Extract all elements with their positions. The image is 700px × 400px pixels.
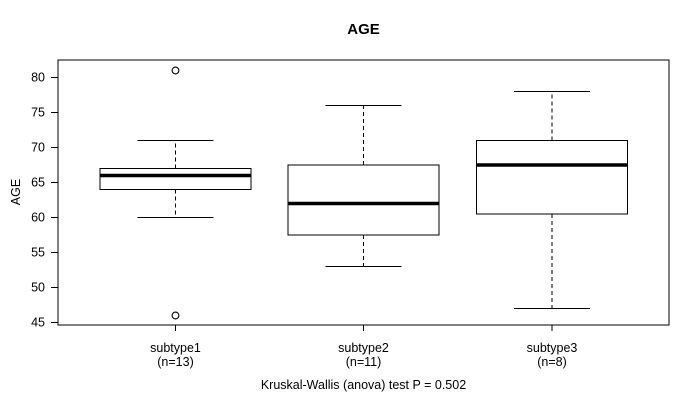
y-axis-tick-label: 50 xyxy=(31,281,45,295)
x-axis-group-label: subtype3 xyxy=(527,341,578,355)
outlier-point xyxy=(171,66,180,75)
x-axis-group-sublabel: (n=11) xyxy=(346,355,382,369)
y-axis-tick-label: 65 xyxy=(31,176,45,190)
x-axis-group-label: subtype2 xyxy=(338,341,389,355)
y-axis-tick-label: 80 xyxy=(31,71,45,85)
stat-test-caption: Kruskal-Wallis (anova) test P = 0.502 xyxy=(260,378,467,392)
iqr-box xyxy=(99,168,252,190)
y-axis-tick-label: 55 xyxy=(31,246,45,260)
chart-title: AGE xyxy=(347,21,380,38)
y-axis-tick-label: 60 xyxy=(31,211,45,225)
y-axis-tick-label: 45 xyxy=(31,316,45,330)
x-axis-group-label: subtype1 xyxy=(150,341,201,355)
y-axis-tick-label: 75 xyxy=(31,106,45,120)
outlier-point xyxy=(171,311,180,320)
x-axis-group-sublabel: (n=13) xyxy=(157,355,193,369)
iqr-box xyxy=(287,164,440,236)
iqr-box xyxy=(476,140,628,215)
y-axis-tick-label: 70 xyxy=(31,141,45,155)
x-axis-group-sublabel: (n=8) xyxy=(537,355,567,369)
